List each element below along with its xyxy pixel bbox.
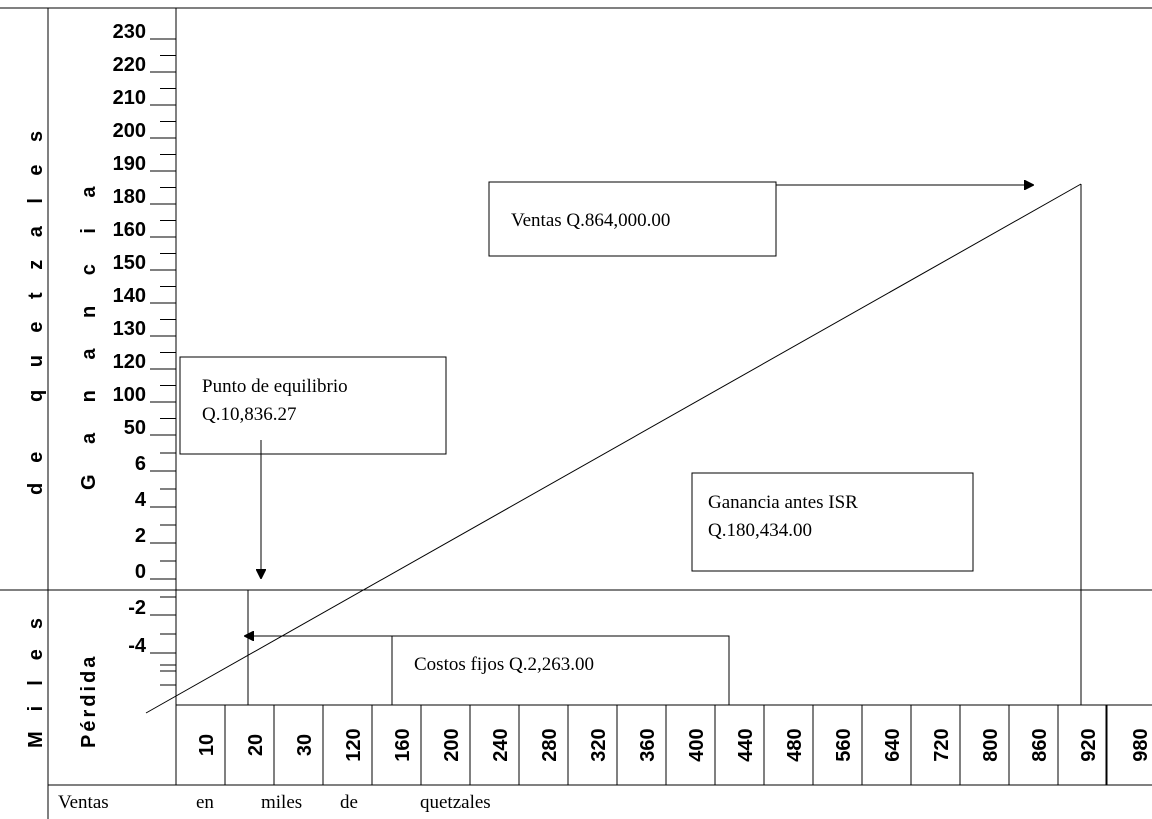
- annotation: Q.10,836.27: [202, 404, 296, 425]
- y-tick-label: 230: [113, 21, 146, 43]
- x-tick-label: 30: [294, 734, 316, 756]
- x-tick-label: 320: [588, 728, 610, 761]
- x-tick-label: 200: [441, 728, 463, 761]
- y-tick-label: 100: [113, 384, 146, 406]
- x-tick-label: 10: [196, 734, 218, 756]
- y-axis-title: Ganancia: [78, 156, 100, 490]
- y-tick-label: 50: [124, 417, 146, 439]
- annotation: Punto de equilibrio: [202, 376, 348, 397]
- y-tick-label: 200: [113, 120, 146, 142]
- x-axis-title: miles: [261, 792, 302, 813]
- box: [179, 356, 447, 455]
- annotation: Ventas Q.864,000.00: [511, 210, 670, 231]
- x-tick-label: 860: [1029, 728, 1051, 761]
- y-tick-label: 6: [135, 453, 146, 475]
- x-axis-title: quetzales: [420, 792, 491, 813]
- x-tick-label: 980: [1130, 728, 1152, 761]
- x-axis-title: Ventas: [58, 792, 109, 813]
- y-tick-label: 0: [135, 561, 146, 583]
- x-tick-label: 360: [637, 728, 659, 761]
- y-tick-label: 120: [113, 351, 146, 373]
- x-tick-label: 240: [490, 728, 512, 761]
- y-axis-title: Miles: [25, 598, 47, 748]
- y-tick-label: 180: [113, 186, 146, 208]
- y-axis-title: de: [25, 432, 47, 495]
- x-tick-label: 640: [882, 728, 904, 761]
- box: [391, 635, 730, 706]
- y-tick-label: -4: [128, 635, 147, 657]
- x-tick-label: 800: [980, 728, 1002, 761]
- box: [691, 472, 974, 572]
- y-tick-label: 220: [113, 54, 146, 76]
- x-tick-label: 480: [784, 728, 806, 761]
- y-tick-label: 160: [113, 219, 146, 241]
- x-tick-label: 440: [735, 728, 757, 761]
- y-tick-label: 4: [135, 489, 147, 511]
- x-tick-label: 280: [539, 728, 561, 761]
- x-tick-label: 720: [931, 728, 953, 761]
- annotation: Ganancia antes ISR: [708, 492, 858, 513]
- x-tick-label: 120: [343, 728, 365, 761]
- x-tick-label: 400: [686, 728, 708, 761]
- y-tick-label: -2: [128, 597, 146, 619]
- y-tick-label: 210: [113, 87, 146, 109]
- y-tick-label: 150: [113, 252, 146, 274]
- annotation: Q.180,434.00: [708, 520, 812, 541]
- x-axis-title: de: [340, 792, 358, 813]
- x-tick-label: 160: [392, 728, 414, 761]
- profit-line: [145, 183, 1082, 714]
- y-axis-title: quetzales: [25, 108, 47, 402]
- x-axis-title: en: [196, 792, 214, 813]
- y-tick-label: 2: [135, 525, 146, 547]
- x-tick-label: 920: [1078, 728, 1100, 761]
- x-tick-label: 560: [833, 728, 855, 761]
- y-tick-label: 140: [113, 285, 146, 307]
- annotation: Costos fijos Q.2,263.00: [414, 654, 594, 675]
- y-axis-title: Pérdida: [78, 654, 100, 748]
- y-tick-label: 190: [113, 153, 146, 175]
- y-tick-label: 130: [113, 318, 146, 340]
- x-tick-label: 20: [245, 734, 267, 756]
- box: [488, 181, 777, 257]
